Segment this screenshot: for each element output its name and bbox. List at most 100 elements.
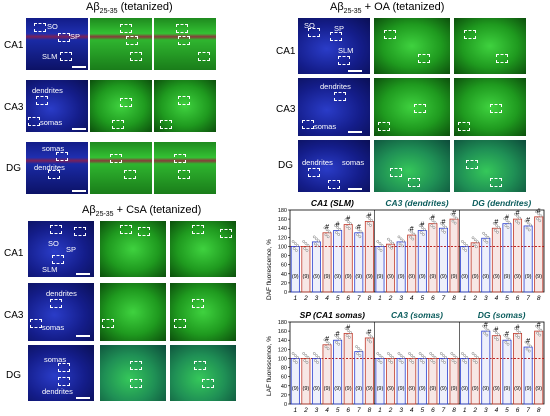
data-point [422, 361, 425, 364]
x-tick-label: 6 [431, 407, 435, 414]
significance-mark: # [325, 336, 329, 343]
x-tick-label: 1 [293, 407, 297, 414]
n-label: (9) [355, 274, 362, 280]
data-point [376, 240, 380, 243]
bar [470, 242, 480, 293]
data-point [397, 352, 401, 355]
data-point [317, 239, 320, 243]
significance-mark: # [526, 338, 530, 345]
data-point [408, 352, 411, 355]
data-point [473, 354, 477, 357]
data-point [291, 352, 295, 355]
data-point [483, 238, 486, 242]
group-title: CA3 (somas) [391, 310, 443, 320]
significance-mark: # [346, 324, 350, 331]
data-point [370, 335, 373, 339]
data-point [472, 243, 476, 247]
data-point [348, 336, 351, 339]
data-point [378, 242, 382, 245]
x-tick-label: 7 [357, 295, 361, 302]
data-point [315, 354, 318, 357]
bar [417, 230, 427, 293]
data-point [495, 223, 498, 227]
n-label: (9) [451, 274, 458, 280]
data-point [515, 334, 518, 337]
data-point [323, 226, 327, 230]
n-label: (9) [472, 274, 479, 280]
significance-mark: # [420, 222, 424, 229]
data-point [302, 352, 305, 355]
data-point [379, 249, 383, 252]
data-point [507, 221, 511, 224]
n-label: (9) [313, 386, 320, 392]
data-point [525, 347, 529, 351]
data-point [506, 342, 510, 346]
data-point [377, 247, 381, 250]
data-point [411, 361, 415, 364]
data-point [302, 240, 305, 243]
micrograph-tile: dendrites somas [298, 140, 370, 192]
data-point [471, 352, 475, 355]
data-point [305, 249, 309, 252]
data-point [306, 244, 310, 247]
data-point [327, 230, 331, 234]
x-tick-label: 3 [315, 295, 319, 302]
top-bar-chart: 0 20 40 60 80 100 120 140 160 180 CA1 (SLM) (9) 1 (9)… [278, 198, 545, 302]
data-point [402, 239, 405, 243]
x-tick-label: 3 [484, 407, 488, 414]
data-point [473, 238, 477, 242]
row-label-dg: DG [278, 160, 293, 171]
n-label: (9) [461, 274, 468, 280]
group-title: CA3 (dendrites) [385, 198, 448, 208]
data-point [316, 361, 319, 364]
data-point [441, 228, 444, 232]
n-label: (9) [387, 386, 394, 392]
data-point [292, 247, 296, 250]
y-tick-label: 60 [281, 263, 287, 269]
data-point [496, 230, 499, 234]
micrograph-tile [170, 345, 236, 401]
row-label-dg: DG [6, 163, 21, 174]
data-point [409, 359, 412, 362]
data-point [359, 230, 363, 234]
data-point [296, 356, 299, 359]
bar [290, 358, 300, 405]
micrograph-tile [90, 80, 152, 132]
n-label: (9) [440, 386, 447, 392]
y-tick-label: 0 [284, 402, 287, 408]
data-point [538, 333, 542, 337]
data-point [503, 217, 507, 220]
n-label: (9) [419, 386, 426, 392]
data-point [389, 239, 392, 243]
significance-mark: # [367, 329, 371, 336]
data-point [505, 335, 509, 339]
x-tick-label: 4 [495, 295, 499, 302]
bar [513, 218, 523, 293]
data-point [497, 225, 500, 229]
x-tick-label: 7 [357, 407, 361, 414]
data-point [348, 227, 351, 230]
y-tick-label: 20 [281, 281, 287, 287]
data-point [482, 231, 485, 235]
significance-mark: # [494, 219, 498, 226]
bar [502, 339, 512, 405]
x-tick-label: 1 [378, 295, 382, 302]
data-point [355, 226, 358, 230]
data-point [400, 361, 404, 364]
row-label-ca3: CA3 [4, 102, 24, 113]
data-point [429, 217, 432, 220]
data-point [326, 347, 330, 351]
micrograph-tile [374, 18, 450, 74]
x-tick-label: 5 [505, 407, 509, 414]
data-point [472, 359, 476, 362]
data-point [312, 352, 316, 355]
data-point [476, 240, 479, 244]
data-point [315, 237, 318, 241]
significance-mark: # [537, 208, 541, 215]
bar [523, 346, 533, 405]
data-point [430, 359, 434, 362]
x-tick-label: 6 [346, 407, 350, 414]
data-point [346, 220, 350, 223]
bar [386, 243, 396, 293]
y-tick-label: 40 [281, 272, 287, 278]
